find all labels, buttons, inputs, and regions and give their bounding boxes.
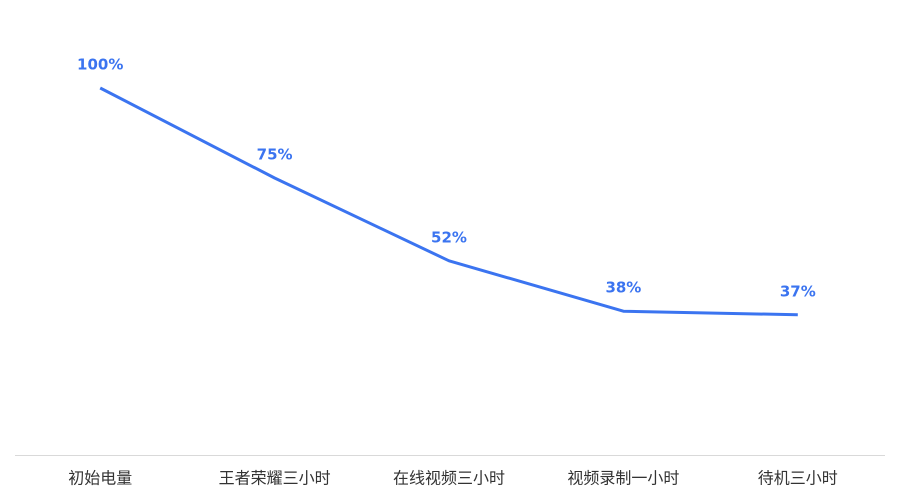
data-line xyxy=(99,86,798,317)
value-label: 75% xyxy=(257,146,293,164)
value-label: 100% xyxy=(77,56,123,74)
x-tick-label: 初始电量 xyxy=(68,469,132,488)
value-label: 38% xyxy=(605,279,641,297)
x-tick-label: 在线视频三小时 xyxy=(393,469,505,488)
x-tick-label: 王者荣耀三小时 xyxy=(219,469,331,488)
value-label: 52% xyxy=(431,228,467,246)
value-label: 37% xyxy=(780,282,816,300)
x-tick-label: 待机三小时 xyxy=(758,469,838,488)
x-tick-label: 视频录制一小时 xyxy=(567,469,679,488)
